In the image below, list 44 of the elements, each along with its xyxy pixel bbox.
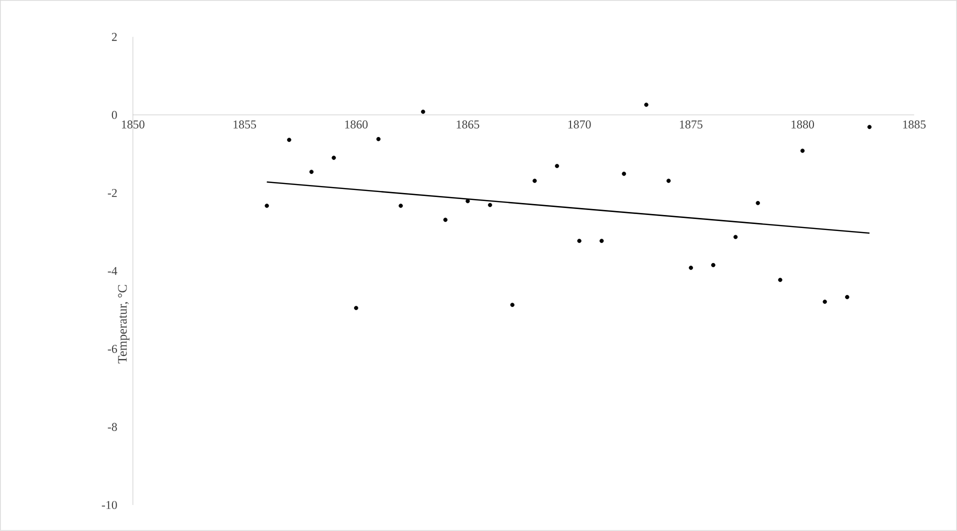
point [354,306,358,310]
point [756,201,760,206]
x-tick-label: 1860 [345,120,368,129]
point [600,238,604,244]
point [733,234,738,240]
point [800,148,805,153]
point [287,138,292,142]
y-tick-label: -6 [108,344,118,354]
point [577,238,582,244]
point [332,156,336,160]
y-tick-label: -8 [108,423,117,432]
point [867,124,872,130]
point [488,202,492,208]
y-tick-label: 2 [112,32,117,41]
y-axis-title: Temperatur, °C [118,285,130,364]
x-tick-label: 1855 [234,120,256,129]
y-tick-label: -10 [102,501,117,510]
point [666,178,671,183]
point [622,172,626,176]
y-tick-label: 0 [112,110,117,119]
point [778,278,782,282]
y-tick-label: -4 [108,267,118,275]
point [554,164,560,168]
point [376,137,381,142]
point [845,295,850,300]
point [420,110,426,114]
point [822,300,827,304]
point [532,178,537,183]
x-tick-label: 1875 [680,120,702,129]
point [443,218,448,222]
point [264,204,269,208]
x-tick-label: 1870 [568,120,591,129]
x-tick-label: 1850 [122,120,144,129]
x-tick-label: 1885 [903,120,926,129]
point [309,170,314,174]
point [644,102,648,107]
x-tick-label: 1880 [792,120,814,129]
point [711,263,716,268]
x-tick-label: 1865 [456,120,480,129]
point [398,204,403,208]
point [688,266,694,270]
point [510,302,514,308]
point [466,199,470,204]
y-tick-label: -2 [108,189,117,197]
